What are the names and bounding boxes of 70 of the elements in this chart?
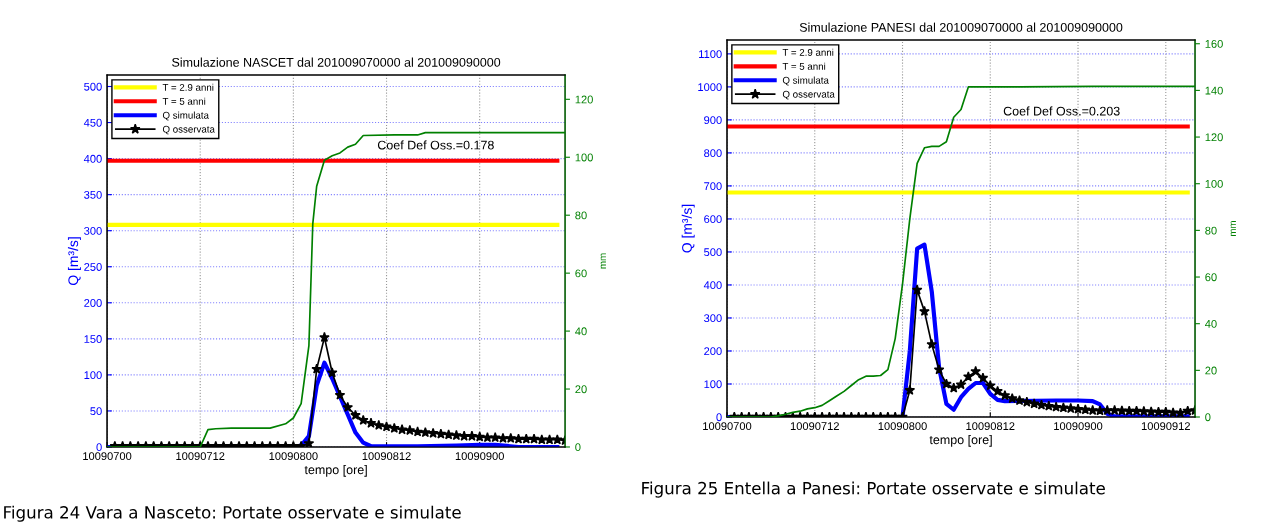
legend-label: T = 2.9 anni: [782, 48, 834, 56]
x-tick-label: 10090800: [878, 422, 927, 431]
y-tick-label: 900: [704, 116, 722, 125]
y-tick-label: 150: [84, 335, 102, 343]
y-tick-label: 100: [704, 380, 722, 389]
legend-label: Q osservata: [782, 90, 835, 100]
x-tick-label: 10090800: [269, 452, 318, 461]
x-axis-title: tempo [ore]: [304, 464, 367, 477]
x-tick-label: 10090912: [1141, 422, 1190, 431]
y2-axis-title: mm: [1230, 221, 1236, 236]
y-tick-label: 700: [704, 182, 722, 191]
legend-label: Q osservata: [162, 125, 215, 135]
y-tick-label: 350: [84, 190, 102, 199]
y-axis-title: Q [m³/s]: [67, 237, 81, 286]
y2-tick-label: 160: [1205, 40, 1223, 48]
y-tick-label: 1100: [699, 50, 722, 59]
y-tick-label: 300: [84, 226, 102, 235]
x-tick-label: 10090900: [1054, 422, 1103, 431]
legend-label: Q simulata: [782, 76, 829, 86]
y-axis-title: Q [m³/s]: [681, 204, 695, 253]
x-tick-label: 10090712: [176, 452, 225, 461]
y-tick-label: 0: [716, 413, 722, 422]
x-tick-label: 10090700: [703, 422, 752, 431]
y-tick-label: 0: [96, 443, 102, 452]
chart-title: Simulazione NASCET dal 201009070000 al 201009090000: [172, 57, 501, 67]
y-tick-label: 400: [83, 154, 102, 163]
y-tick-label: 1000: [698, 83, 722, 92]
y2-tick-label: 0: [575, 443, 581, 452]
y-tick-label: 200: [84, 299, 102, 307]
x-tick-label: 10090812: [966, 422, 1015, 431]
y2-tick-label: 20: [575, 385, 587, 394]
legend-label: T = 5 anni: [162, 97, 206, 105]
y-tick-label: 500: [704, 248, 722, 257]
x-tick-label: 10090900: [455, 452, 504, 461]
y-tick-label: 400: [703, 281, 722, 290]
annotation: Coef Def Oss.=0.203: [1003, 106, 1120, 116]
x-tick-label: 10090812: [362, 452, 411, 461]
legend-label: Q simulata: [162, 111, 209, 121]
y2-tick-label: 40: [575, 327, 587, 336]
y-tick-label: 450: [83, 118, 102, 127]
y-tick-label: 50: [90, 407, 102, 416]
y2-tick-label: 80: [1205, 226, 1217, 235]
y2-tick-label: 100: [575, 153, 593, 162]
y-tick-label: 200: [704, 347, 722, 356]
x-tick-label: 10090712: [790, 422, 839, 431]
y-tick-label: 250: [84, 263, 102, 271]
y-tick-label: 600: [704, 215, 722, 224]
legend-label: T = 2.9 anni: [162, 83, 214, 91]
y2-axis-title: mm: [600, 253, 606, 269]
text: Figura 24 Vara a Nasceto: Portate osservate e simulate: [4, 505, 461, 522]
annotation: Coef Def Oss.=0.178: [377, 140, 494, 150]
y2-tick-label: 120: [1205, 133, 1223, 142]
text: Figura 25 Entella a Panesi: Portate osservate e simulate: [642, 481, 1105, 498]
y-tick-label: 800: [704, 149, 722, 158]
legend-label: T = 5 anni: [782, 62, 826, 70]
y2-tick-label: 40: [1205, 319, 1217, 328]
y-tick-label: 100: [84, 371, 102, 380]
y2-tick-label: 80: [575, 211, 587, 220]
y-tick-label: 300: [704, 314, 722, 323]
y2-tick-label: 60: [575, 269, 587, 278]
y-tick-label: 500: [84, 82, 102, 91]
chart-title: Simulazione PANESI dal 201009070000 al 201009090000: [799, 22, 1123, 32]
y2-tick-label: 60: [1205, 273, 1217, 282]
y2-tick-label: 20: [1205, 366, 1217, 375]
y2-tick-label: 100: [1205, 179, 1223, 188]
x-tick-label: 10090700: [83, 452, 132, 461]
y2-tick-label: 140: [1205, 86, 1223, 95]
y2-tick-label: 0: [1205, 413, 1211, 422]
x-axis-title: tempo [ore]: [929, 435, 992, 447]
y2-tick-label: 120: [575, 95, 593, 104]
